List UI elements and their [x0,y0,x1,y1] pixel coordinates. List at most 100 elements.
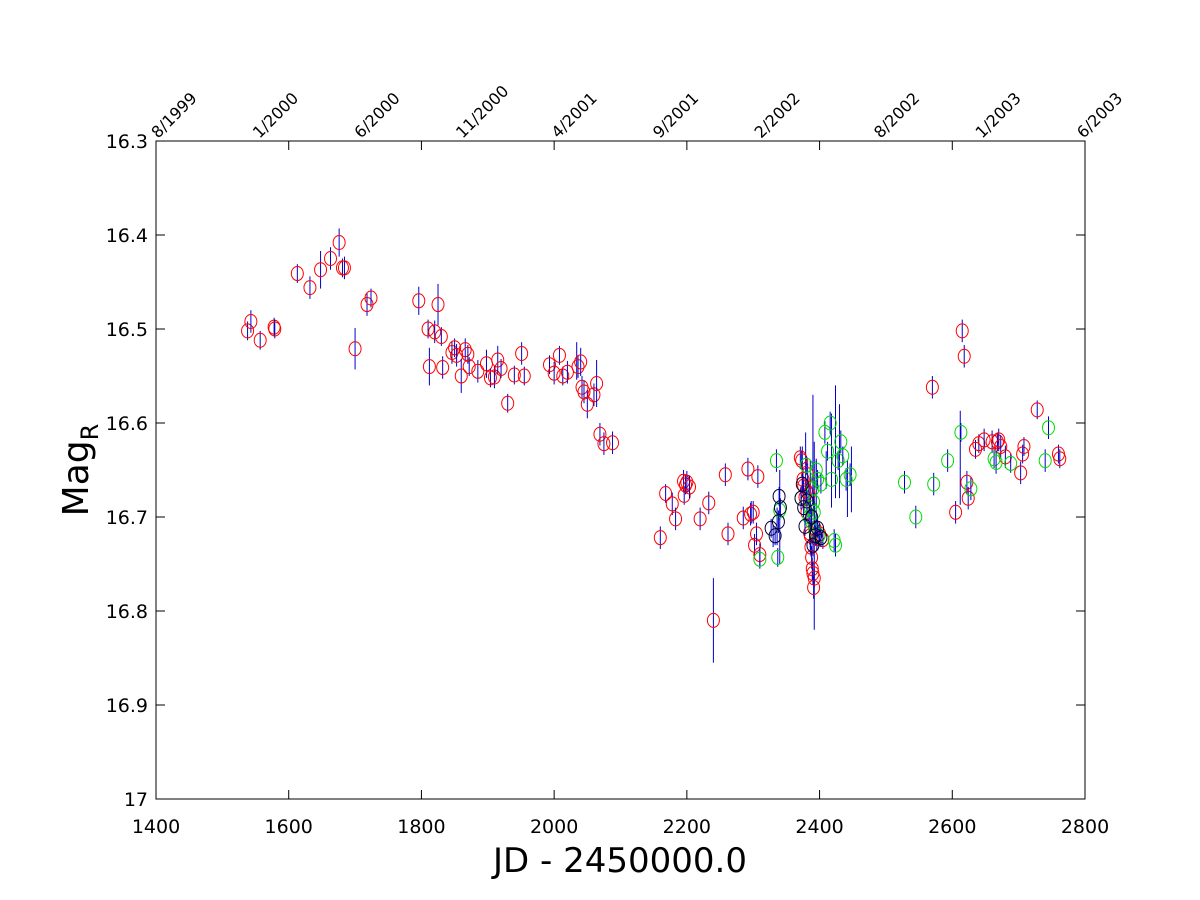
x-tick-label: 2800 [1061,816,1109,838]
data-point-red [795,453,809,469]
data-point-red [471,363,485,379]
data-point-red [797,478,811,494]
data-point-red [746,504,760,520]
x-axis-title: JD - 2450000.0 [491,841,747,881]
data-point-red [702,495,716,511]
axis-ticks [155,140,1086,800]
data-point-red [507,367,521,383]
data-point-green [839,471,853,487]
data-point-green [941,453,955,469]
data-point-green [1038,453,1052,469]
data-point-red [571,359,585,375]
data-point-red [680,474,694,490]
data-point-green [927,476,941,492]
data-point-red [303,280,317,296]
data-point-red [721,526,735,542]
data-point-red [454,368,468,384]
data-point-red [985,434,999,450]
data-point-red [556,368,570,384]
data-point-green [836,448,850,464]
data-point-red [422,359,436,375]
data-point-red [517,368,531,384]
data-point-red [957,348,971,364]
data-point-black [772,488,786,504]
data-point-red [448,340,462,356]
data-point-red [796,471,810,487]
plot-area-frame [155,140,1086,800]
data-point-red [348,341,362,357]
y-tick-label: 16.4 [106,225,148,247]
data-point-red [949,504,963,520]
data-point-red [706,612,720,628]
data-point-black [805,509,819,525]
data-point-red [547,365,561,381]
data-point-red [807,580,821,595]
data-point-red [802,486,816,502]
data-point-red [994,439,1008,454]
x-tick-label: 2200 [663,816,711,838]
data-point-green [811,471,825,487]
data-point-red [542,357,556,373]
data-point-black [798,518,812,534]
data-point-green [989,454,1003,470]
x-tick-label: 2600 [928,816,976,838]
data-point-black [814,530,828,546]
data-point-red [314,262,328,278]
data-point-black [795,476,809,492]
data-point-red [431,297,445,313]
data-point-red [574,354,588,370]
data-point-red [590,376,604,392]
data-point-green [771,549,785,565]
data-point-green [964,481,978,497]
data-point-green [823,415,837,431]
data-point-black [809,528,823,544]
data-point-green [843,467,857,483]
data-point-red [491,352,505,368]
data-point-red [969,441,983,457]
data-point-red [462,359,476,375]
data-point-green [1042,420,1056,436]
data-point-black [768,528,782,544]
y-tick-label: 16.6 [106,413,148,435]
data-point-red [718,467,732,483]
data-point-red [587,387,601,403]
data-point-red [805,561,819,577]
data-point-red [1017,439,1031,454]
data-point-black [811,520,825,536]
data-point-green [909,509,923,525]
x-tick-label: 2000 [530,816,578,838]
data-point-black [773,500,787,516]
data-point-red [483,370,497,386]
data-point-red [580,396,594,412]
data-point-red [1016,446,1030,462]
data-point-green [821,443,835,459]
data-point-red [955,323,969,339]
data-point-red [683,479,697,495]
x-tick-label: 2400 [795,816,843,838]
y-tick-label: 16.9 [106,695,148,717]
data-point-red [450,347,464,363]
data-point-red [494,360,508,376]
data-point-red [805,549,819,565]
data-point-green [753,551,767,567]
x-tick-label: 1600 [265,816,313,838]
data-point-red [606,435,620,451]
data-point-red [434,329,448,345]
data-point-red [751,469,765,485]
data-point-red [515,345,529,361]
y-axis-title-main: Mag [56,440,97,516]
y-tick-label: 16.3 [106,131,148,153]
data-point-green [954,424,968,440]
data-point-red [992,432,1006,448]
data-points [241,228,1067,663]
data-point-green [825,471,839,487]
data-point-red [253,332,267,348]
data-point-red [961,490,975,506]
data-point-red [428,324,442,340]
data-point-red [290,266,304,282]
data-point-red [412,293,426,309]
data-point-red [268,321,282,337]
svg-text:MagR: MagR [56,424,104,517]
data-point-red [597,436,611,452]
data-point-green [898,474,912,490]
